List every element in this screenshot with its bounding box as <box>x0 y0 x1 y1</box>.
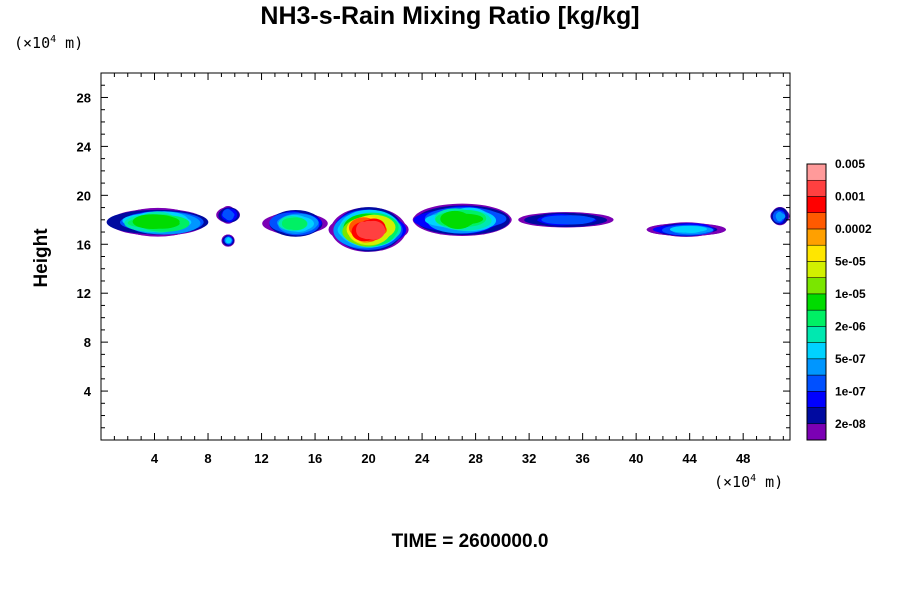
rain-contour <box>284 220 306 230</box>
x-unit-prefix: (×10 <box>714 473 751 491</box>
y-axis-unit: (×104 m) <box>14 34 83 52</box>
x-tick-label: 16 <box>308 451 322 466</box>
colorbar-frame <box>806 163 827 441</box>
colorbar-swatch <box>806 163 827 181</box>
colorbar-label: 1e-07 <box>835 384 866 398</box>
x-tick-label: 44 <box>682 451 697 466</box>
x-tick-label: 8 <box>204 451 211 466</box>
colorbar-swatch <box>806 326 827 343</box>
colorbar-label: 5e-07 <box>835 352 866 366</box>
rain-cell <box>412 203 512 236</box>
rain-cell <box>221 234 235 247</box>
y-unit-suffix: m) <box>56 34 84 52</box>
y-tick-label: 4 <box>84 384 92 399</box>
x-unit-suffix: m) <box>756 473 784 491</box>
colorbar-swatch <box>806 261 827 278</box>
x-tick-label: 28 <box>468 451 482 466</box>
y-tick-label: 16 <box>77 237 91 252</box>
rain-contour <box>443 213 473 229</box>
colorbar-swatch <box>806 309 827 327</box>
y-tick-label: 20 <box>77 188 91 203</box>
rain-contour <box>776 212 782 220</box>
x-tick-label: 48 <box>736 451 750 466</box>
colorbar-label: 2e-08 <box>835 417 866 431</box>
colorbar-label: 0.005 <box>835 157 865 171</box>
colorbar-swatch <box>806 407 827 425</box>
colorbar-label: 0.0002 <box>835 222 872 236</box>
time-label: TIME = 2600000.0 <box>391 531 549 552</box>
y-tick-label: 28 <box>77 90 91 105</box>
x-tick-label: 32 <box>522 451 536 466</box>
colorbar-swatch <box>806 196 827 213</box>
colorbar-swatch <box>806 342 827 360</box>
rain-contour <box>541 215 583 225</box>
rain-contour <box>673 225 708 233</box>
rain-contour <box>146 218 179 229</box>
colorbar-swatch <box>806 244 827 262</box>
colorbar-label: 1e-05 <box>835 287 866 301</box>
x-tick-label: 12 <box>254 451 268 466</box>
x-axis-unit: (×104 m) <box>714 473 783 491</box>
x-unit-exponent: 4 <box>750 473 757 484</box>
colorbar-swatch <box>806 212 827 230</box>
colorbar-label: 0.001 <box>835 189 865 203</box>
x-tick-label: 20 <box>361 451 375 466</box>
rain-cell <box>262 209 328 237</box>
colorbar-swatch <box>806 374 827 392</box>
x-tick-label: 36 <box>575 451 589 466</box>
x-tick-label: 40 <box>629 451 643 466</box>
colorbar-swatch <box>806 277 827 295</box>
colorbar-swatch <box>806 391 827 408</box>
colorbar-label: 5e-05 <box>835 254 866 268</box>
colorbar-swatch <box>806 228 827 246</box>
y-tick-label: 24 <box>77 139 92 154</box>
y-tick-label: 12 <box>77 286 91 301</box>
colorbar-swatch <box>806 293 827 311</box>
colorbar-swatch <box>806 179 827 197</box>
y-tick-label: 8 <box>84 335 91 350</box>
rain-cell <box>106 207 209 237</box>
x-tick-label: 24 <box>415 451 430 466</box>
x-tick-label: 4 <box>151 451 159 466</box>
colorbar-swatch <box>806 423 827 441</box>
rain-cell <box>646 222 726 237</box>
colorbar-label: 2e-06 <box>835 319 866 333</box>
plot-area <box>101 73 790 440</box>
y-unit-prefix: (×10 <box>14 34 51 52</box>
rain-cell <box>216 206 241 224</box>
rain-contour <box>360 220 377 238</box>
y-unit-exponent: 4 <box>50 34 57 45</box>
rain-cell <box>328 207 409 252</box>
rain-contour <box>224 210 234 221</box>
rain-cell <box>770 206 790 226</box>
rain-contour <box>227 237 231 243</box>
chart-title: NH3-s-Rain Mixing Ratio [kg/kg] <box>260 2 640 30</box>
rain-cell <box>518 212 614 228</box>
colorbar-swatch <box>806 358 827 376</box>
